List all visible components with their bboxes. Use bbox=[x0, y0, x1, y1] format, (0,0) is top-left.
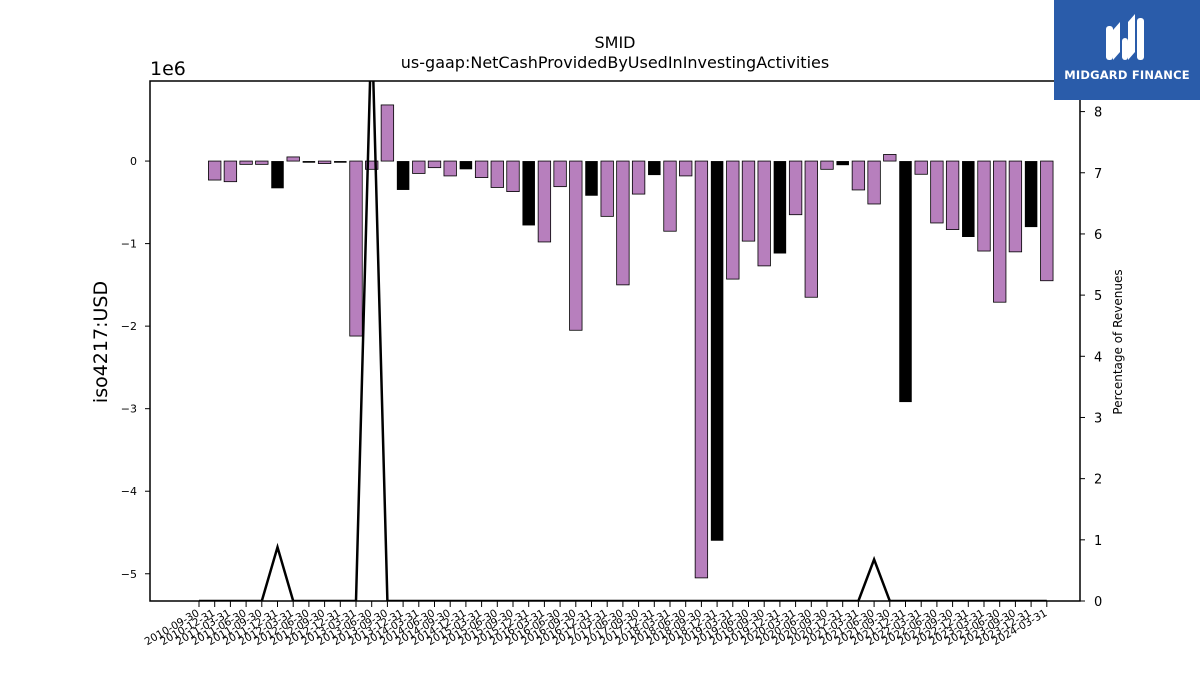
bar-47 bbox=[930, 160, 944, 224]
bar-28 bbox=[631, 160, 646, 195]
bar-8 bbox=[317, 160, 332, 164]
y-tick-label: −2 bbox=[121, 320, 137, 333]
bar-16 bbox=[443, 160, 457, 177]
bar-15 bbox=[427, 160, 442, 169]
chart-title: SMID bbox=[595, 33, 636, 52]
bar-9 bbox=[334, 161, 347, 163]
bar-35 bbox=[741, 160, 756, 242]
bar-4 bbox=[255, 160, 269, 165]
bar-49 bbox=[962, 161, 975, 237]
midgard-logo-icon bbox=[1106, 14, 1144, 60]
bar-5 bbox=[271, 161, 284, 189]
plot-frame bbox=[149, 80, 1081, 602]
bar-18 bbox=[474, 160, 489, 178]
y-tick-label: −3 bbox=[121, 403, 137, 416]
y2-tick-label: 8 bbox=[1094, 106, 1102, 121]
y-tick-label: −5 bbox=[121, 568, 137, 581]
bar-27 bbox=[616, 160, 630, 286]
bar-46 bbox=[914, 160, 928, 175]
bar-37 bbox=[773, 161, 787, 254]
bar-41 bbox=[836, 161, 849, 166]
bar-54 bbox=[1040, 160, 1054, 282]
bar-51 bbox=[993, 160, 1007, 303]
bar-31 bbox=[679, 160, 693, 177]
y2-axis-label: Percentage of Revenues bbox=[1111, 269, 1125, 414]
bar-30 bbox=[663, 160, 677, 232]
bar-21 bbox=[522, 161, 535, 226]
bar-39 bbox=[804, 160, 818, 298]
y-tick-label: −4 bbox=[121, 485, 137, 498]
bar-3 bbox=[239, 160, 253, 165]
y2-tick-label: 5 bbox=[1094, 289, 1102, 304]
y2-tick-label: 1 bbox=[1094, 534, 1102, 549]
bar-14 bbox=[412, 160, 426, 174]
bar-6 bbox=[286, 156, 300, 162]
y2-tick-label: 0 bbox=[1094, 595, 1102, 610]
bar-group bbox=[208, 104, 1054, 579]
bar-36 bbox=[757, 160, 771, 267]
bar-20 bbox=[506, 160, 520, 192]
bar-33 bbox=[710, 161, 724, 541]
bar-17 bbox=[459, 161, 473, 170]
bar-10 bbox=[349, 160, 363, 337]
y2-tick-label: 4 bbox=[1094, 350, 1102, 365]
bar-22 bbox=[537, 160, 552, 243]
bar-50 bbox=[977, 160, 991, 252]
axes-group: 0−1−2−3−4−50123456782010-09-302010-12-31… bbox=[121, 80, 1102, 648]
bar-1 bbox=[208, 160, 222, 181]
bar-38 bbox=[788, 160, 803, 216]
y2-tick-label: 6 bbox=[1094, 228, 1102, 243]
bar-2 bbox=[223, 160, 238, 183]
bar-34 bbox=[726, 160, 740, 280]
bar-53 bbox=[1024, 161, 1038, 228]
percentage-line-group bbox=[199, 81, 1047, 601]
bar-43 bbox=[867, 160, 881, 205]
bar-44 bbox=[883, 154, 897, 162]
y2-tick-label: 3 bbox=[1094, 411, 1102, 426]
percentage-line bbox=[199, 81, 1047, 601]
bar-24 bbox=[569, 160, 583, 331]
bar-12 bbox=[380, 104, 395, 162]
y2-tick-label: 7 bbox=[1094, 167, 1102, 182]
bar-40 bbox=[820, 160, 834, 170]
y-multiplier-label: 1e6 bbox=[150, 58, 186, 80]
bar-11 bbox=[365, 160, 379, 170]
bar-32 bbox=[694, 160, 709, 579]
bar-25 bbox=[585, 161, 598, 196]
bar-23 bbox=[553, 160, 567, 188]
y-tick-label: −1 bbox=[121, 238, 137, 251]
bar-19 bbox=[490, 160, 504, 188]
bar-42 bbox=[851, 160, 866, 191]
bar-52 bbox=[1008, 160, 1023, 253]
chart-subtitle: us-gaap:NetCashProvidedByUsedInInvesting… bbox=[401, 53, 829, 72]
y-tick-label: 0 bbox=[130, 155, 137, 168]
bar-13 bbox=[396, 161, 410, 190]
y2-tick-label: 2 bbox=[1094, 473, 1102, 488]
midgard-finance-logo: MIDGARD FINANCE bbox=[1054, 0, 1200, 100]
bar-45 bbox=[899, 161, 912, 403]
bar-48 bbox=[945, 160, 960, 230]
bar-7 bbox=[302, 161, 316, 163]
bar-29 bbox=[648, 161, 661, 176]
logo-text: MIDGARD FINANCE bbox=[1064, 68, 1190, 82]
y-axis-label: iso4217:USD bbox=[90, 281, 112, 403]
bar-26 bbox=[600, 160, 614, 217]
